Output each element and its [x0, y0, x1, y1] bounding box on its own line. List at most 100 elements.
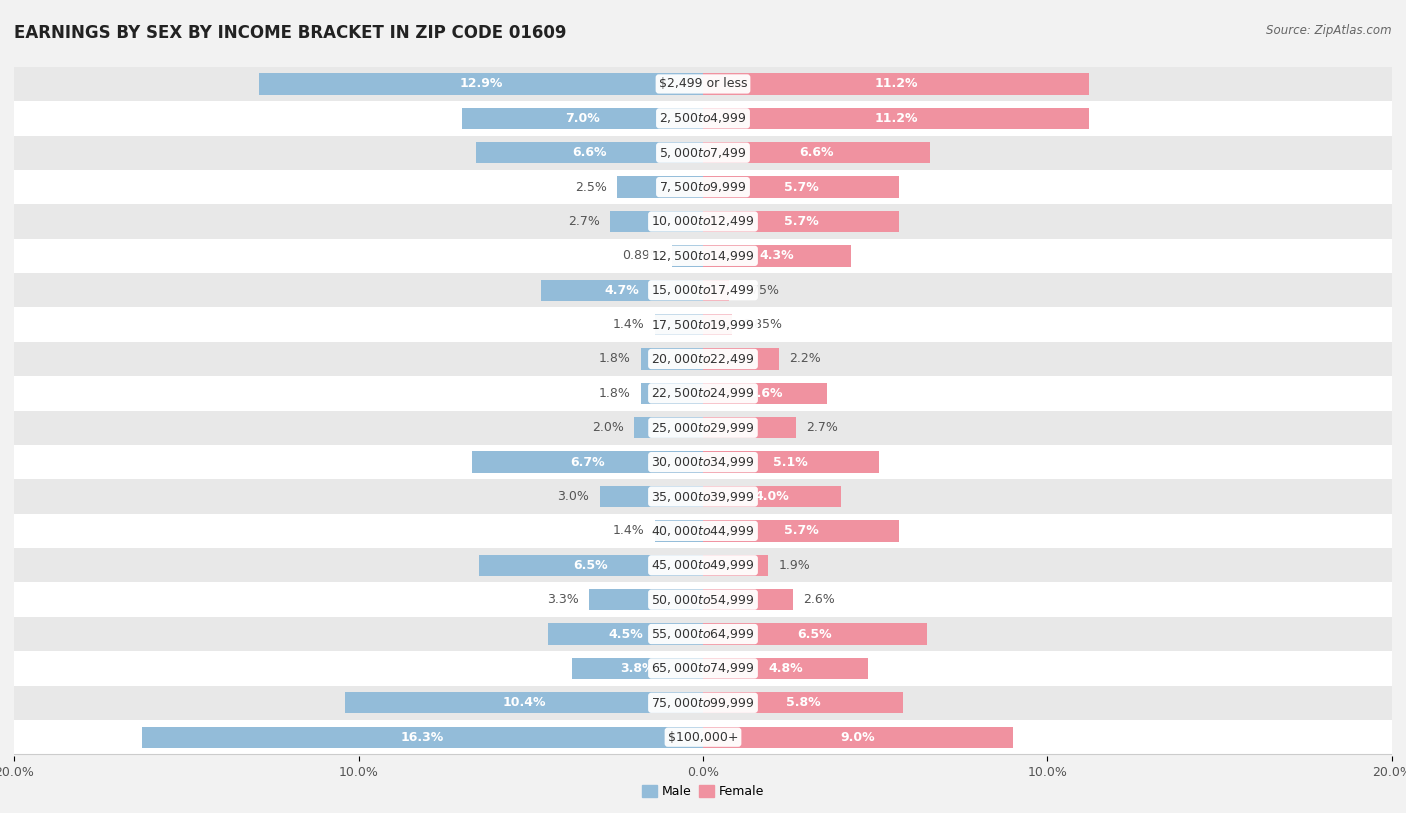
Text: 0.89%: 0.89% — [621, 250, 662, 263]
Bar — [617, 176, 703, 198]
Text: $10,000 to $12,499: $10,000 to $12,499 — [651, 215, 755, 228]
Bar — [14, 651, 1392, 685]
Text: $50,000 to $54,999: $50,000 to $54,999 — [651, 593, 755, 606]
Bar — [703, 658, 869, 679]
Text: $12,500 to $14,999: $12,500 to $14,999 — [651, 249, 755, 263]
Text: 5.7%: 5.7% — [783, 180, 818, 193]
Bar — [14, 548, 1392, 582]
Text: 1.4%: 1.4% — [613, 524, 644, 537]
Text: 11.2%: 11.2% — [875, 77, 918, 90]
Text: 3.6%: 3.6% — [748, 387, 782, 400]
Bar — [14, 685, 1392, 720]
Bar — [703, 417, 796, 438]
Text: $35,000 to $39,999: $35,000 to $39,999 — [651, 489, 755, 503]
Text: 4.8%: 4.8% — [768, 662, 803, 675]
Bar — [703, 589, 793, 611]
Bar — [703, 107, 1088, 129]
Text: 1.4%: 1.4% — [613, 318, 644, 331]
Text: 16.3%: 16.3% — [401, 731, 444, 744]
Text: $55,000 to $64,999: $55,000 to $64,999 — [651, 627, 755, 641]
Text: 0.75%: 0.75% — [740, 284, 779, 297]
Text: 7.0%: 7.0% — [565, 112, 600, 125]
Bar — [14, 239, 1392, 273]
Bar — [599, 486, 703, 507]
Text: 10.4%: 10.4% — [502, 696, 546, 709]
Text: 2.2%: 2.2% — [789, 353, 821, 366]
Bar — [472, 451, 703, 473]
Bar — [655, 314, 703, 335]
Text: $15,000 to $17,499: $15,000 to $17,499 — [651, 283, 755, 298]
Bar — [14, 136, 1392, 170]
Bar — [14, 67, 1392, 101]
Text: 4.5%: 4.5% — [609, 628, 643, 641]
Bar — [259, 73, 703, 94]
Text: 2.7%: 2.7% — [568, 215, 599, 228]
Bar — [14, 720, 1392, 754]
Text: 4.3%: 4.3% — [759, 250, 794, 263]
Bar — [14, 514, 1392, 548]
Bar — [703, 314, 733, 335]
Text: $20,000 to $22,499: $20,000 to $22,499 — [651, 352, 755, 366]
Text: 3.8%: 3.8% — [620, 662, 655, 675]
Text: $40,000 to $44,999: $40,000 to $44,999 — [651, 524, 755, 538]
Text: $2,500 to $4,999: $2,500 to $4,999 — [659, 111, 747, 125]
Bar — [548, 624, 703, 645]
Text: Source: ZipAtlas.com: Source: ZipAtlas.com — [1267, 24, 1392, 37]
Text: 6.5%: 6.5% — [797, 628, 832, 641]
Text: 5.1%: 5.1% — [773, 455, 808, 468]
Text: 1.9%: 1.9% — [779, 559, 810, 572]
Bar — [14, 617, 1392, 651]
Text: $7,500 to $9,999: $7,500 to $9,999 — [659, 180, 747, 194]
Bar — [572, 658, 703, 679]
Bar — [703, 280, 728, 301]
Bar — [703, 73, 1088, 94]
Bar — [703, 624, 927, 645]
Text: $65,000 to $74,999: $65,000 to $74,999 — [651, 662, 755, 676]
Text: $17,500 to $19,999: $17,500 to $19,999 — [651, 318, 755, 332]
Text: 0.85%: 0.85% — [742, 318, 783, 331]
Text: 6.6%: 6.6% — [800, 146, 834, 159]
Text: 1.8%: 1.8% — [599, 387, 631, 400]
Bar — [14, 307, 1392, 341]
Text: $30,000 to $34,999: $30,000 to $34,999 — [651, 455, 755, 469]
Text: $45,000 to $49,999: $45,000 to $49,999 — [651, 559, 755, 572]
Bar — [461, 107, 703, 129]
Legend: Male, Female: Male, Female — [641, 785, 765, 798]
Bar — [703, 211, 900, 233]
Bar — [703, 451, 879, 473]
Text: $22,500 to $24,999: $22,500 to $24,999 — [651, 386, 755, 400]
Text: 2.5%: 2.5% — [575, 180, 606, 193]
Bar — [479, 554, 703, 576]
Text: $100,000+: $100,000+ — [668, 731, 738, 744]
Text: 6.7%: 6.7% — [571, 455, 605, 468]
Text: 12.9%: 12.9% — [460, 77, 502, 90]
Bar — [703, 142, 931, 163]
Text: 2.7%: 2.7% — [807, 421, 838, 434]
Text: 4.7%: 4.7% — [605, 284, 640, 297]
Bar — [14, 376, 1392, 411]
Bar — [703, 246, 851, 267]
Text: 11.2%: 11.2% — [875, 112, 918, 125]
Bar — [14, 170, 1392, 204]
Text: 5.8%: 5.8% — [786, 696, 820, 709]
Text: $75,000 to $99,999: $75,000 to $99,999 — [651, 696, 755, 710]
Text: EARNINGS BY SEX BY INCOME BRACKET IN ZIP CODE 01609: EARNINGS BY SEX BY INCOME BRACKET IN ZIP… — [14, 24, 567, 42]
Bar — [14, 480, 1392, 514]
Bar — [641, 348, 703, 370]
Bar — [703, 692, 903, 714]
Bar — [703, 348, 779, 370]
Text: $25,000 to $29,999: $25,000 to $29,999 — [651, 421, 755, 435]
Text: 5.7%: 5.7% — [783, 524, 818, 537]
Bar — [703, 383, 827, 404]
Bar — [475, 142, 703, 163]
Text: 2.6%: 2.6% — [803, 593, 835, 606]
Text: 6.5%: 6.5% — [574, 559, 609, 572]
Text: 9.0%: 9.0% — [841, 731, 876, 744]
Text: $5,000 to $7,499: $5,000 to $7,499 — [659, 146, 747, 159]
Text: 3.3%: 3.3% — [547, 593, 579, 606]
Bar — [672, 246, 703, 267]
Text: 5.7%: 5.7% — [783, 215, 818, 228]
Bar — [344, 692, 703, 714]
Text: 2.0%: 2.0% — [592, 421, 624, 434]
Bar — [14, 101, 1392, 136]
